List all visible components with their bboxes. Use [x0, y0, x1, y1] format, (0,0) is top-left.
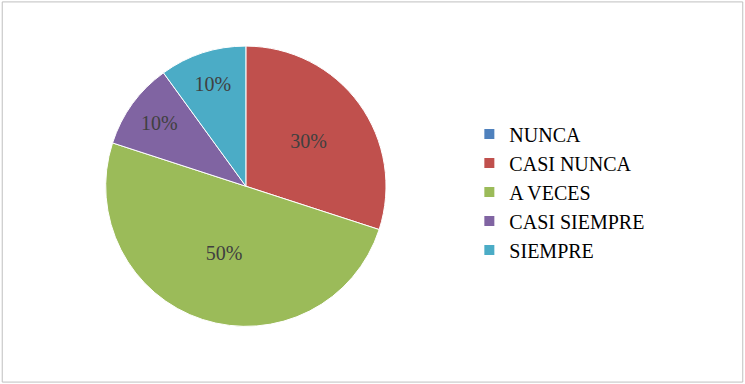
svg-text:10%: 10% — [194, 73, 231, 95]
svg-text:CASI SIEMPRE: CASI SIEMPRE — [509, 211, 644, 233]
svg-text:NUNCA: NUNCA — [509, 124, 581, 146]
svg-text:CASI NUNCA: CASI NUNCA — [509, 153, 631, 175]
svg-text:50%: 50% — [206, 242, 243, 264]
svg-text:A VECES: A VECES — [509, 182, 590, 204]
svg-text:10%: 10% — [141, 112, 178, 134]
svg-text:30%: 30% — [290, 130, 327, 152]
svg-text:SIEMPRE: SIEMPRE — [509, 240, 593, 262]
